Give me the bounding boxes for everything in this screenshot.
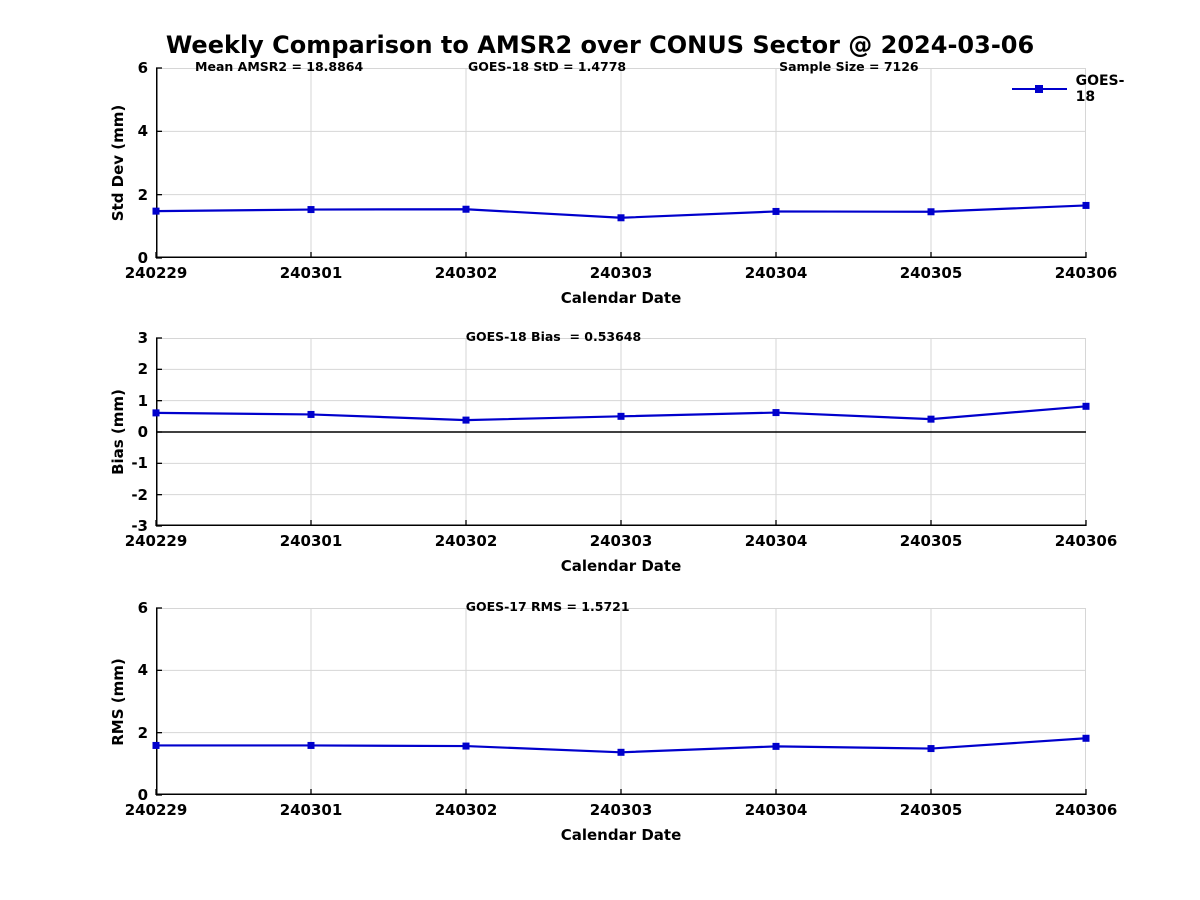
- x-tick-label: 240303: [589, 264, 653, 282]
- x-axis-label: Calendar Date: [560, 557, 682, 575]
- x-tick-label: 240229: [124, 801, 188, 819]
- y-tick-label: 1: [137, 391, 148, 410]
- data-point-marker: [1082, 734, 1090, 742]
- y-tick-label: 4: [137, 661, 148, 680]
- data-point-marker: [462, 205, 470, 213]
- x-tick-label: 240306: [1054, 264, 1118, 282]
- y-tick-label: -3: [131, 517, 148, 535]
- y-tick-label: 6: [137, 59, 148, 77]
- x-tick-label: 240229: [124, 264, 188, 282]
- data-point-marker: [617, 214, 625, 222]
- data-point-marker: [617, 748, 625, 756]
- stat-annotation: Mean AMSR2 = 18.8864: [195, 59, 364, 74]
- figure-title: Weekly Comparison to AMSR2 over CONUS Se…: [165, 31, 1035, 59]
- y-tick-label: 0: [137, 786, 148, 804]
- stat-annotation: Sample Size = 7126: [779, 59, 919, 74]
- y-tick-label: 4: [137, 122, 148, 141]
- x-tick-label: 240301: [279, 532, 343, 550]
- x-tick-label: 240303: [589, 532, 653, 550]
- data-point-marker: [772, 207, 780, 215]
- y-tick-label: -2: [131, 485, 148, 504]
- stat-annotation: GOES-18 Bias = 0.53648: [465, 329, 642, 344]
- y-tick-label: 2: [137, 185, 148, 204]
- x-tick-label: 240304: [744, 801, 808, 819]
- plot-area-bias: 240229 240301 240302 240303 240304 240305 2403…: [125, 329, 1118, 550]
- data-point-marker: [927, 415, 935, 423]
- x-tick-label: 240305: [899, 801, 963, 819]
- legend-line-sample: [1012, 85, 1067, 93]
- legend-label: GOES-18: [1075, 73, 1125, 105]
- data-point-marker: [617, 412, 625, 420]
- x-tick-label: 240301: [279, 264, 343, 282]
- stat-annotation: GOES-17 RMS = 1.5721: [465, 599, 630, 614]
- data-point-marker: [927, 745, 935, 753]
- data-point-marker: [152, 741, 160, 749]
- x-axis-label: Calendar Date: [560, 289, 682, 307]
- legend: GOES-18: [1012, 73, 1134, 105]
- y-tick-label: 6: [137, 599, 148, 617]
- data-point-marker: [307, 741, 315, 749]
- data-point-marker: [772, 742, 780, 750]
- data-point-marker: [152, 207, 160, 215]
- x-tick-label: 240305: [899, 532, 963, 550]
- subplot-std-dev: Std Dev (mm) GOES-18 240229 240301 240302 2…: [0, 59, 1200, 307]
- plot-area-std-dev: GOES-18 240229 240301 240302 240303 240304 24…: [125, 59, 1125, 282]
- data-point-marker: [462, 416, 470, 424]
- subplot-rms: RMS (mm) 240229 240301 240302 240303 240304 2…: [0, 599, 1200, 844]
- data-point-marker: [307, 206, 315, 214]
- data-point-marker: [1082, 201, 1090, 209]
- x-tick-label: 240304: [744, 532, 808, 550]
- x-tick-label: 240229: [124, 532, 188, 550]
- y-tick-label: 0: [137, 423, 148, 441]
- subplot-bias: Bias (mm) 240229 240301 240302 240303 240304…: [0, 329, 1200, 575]
- x-tick-label: 240302: [434, 801, 498, 819]
- x-tick-label: 240303: [589, 801, 653, 819]
- plot-area-rms: 240229 240301 240302 240303 240304 240305 2403…: [125, 599, 1118, 819]
- y-tick-label: -1: [131, 454, 148, 473]
- data-point-marker: [462, 742, 470, 750]
- x-tick-label: 240302: [434, 532, 498, 550]
- x-tick-label: 240301: [279, 801, 343, 819]
- data-point-marker: [152, 409, 160, 417]
- y-tick-label: 2: [137, 360, 148, 379]
- legend-square-marker-icon: [1035, 85, 1044, 93]
- x-tick-label: 240306: [1054, 532, 1118, 550]
- y-tick-label: 3: [137, 329, 148, 347]
- plot-canvas: [152, 607, 1090, 796]
- y-tick-label: 0: [137, 249, 148, 267]
- x-tick-label: 240305: [899, 264, 963, 282]
- stat-annotation: GOES-18 StD = 1.4778: [468, 59, 627, 74]
- data-point-marker: [1082, 402, 1090, 410]
- data-point-marker: [927, 208, 935, 216]
- plot-canvas: [152, 67, 1090, 259]
- data-point-marker: [307, 410, 315, 418]
- x-tick-label: 240304: [744, 264, 808, 282]
- y-tick-label: 2: [137, 723, 148, 742]
- x-tick-label: 240302: [434, 264, 498, 282]
- x-tick-label: 240306: [1054, 801, 1118, 819]
- x-axis-label: Calendar Date: [560, 826, 682, 844]
- plot-canvas: [152, 337, 1090, 527]
- data-point-marker: [772, 409, 780, 417]
